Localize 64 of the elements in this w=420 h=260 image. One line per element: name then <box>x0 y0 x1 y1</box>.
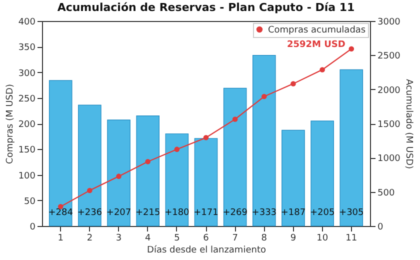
bar <box>223 88 247 226</box>
bar <box>340 69 364 226</box>
point <box>290 81 296 86</box>
y-tick-label: 350 <box>18 43 36 54</box>
x-tick-label: 5 <box>174 234 180 244</box>
y2-tick-label: 1000 <box>378 154 401 164</box>
point <box>232 116 238 122</box>
y2-tick-label: 1500 <box>378 120 401 130</box>
data-label: +187 <box>280 208 306 218</box>
x-tick-label: 11 <box>346 234 358 244</box>
bar <box>310 120 334 226</box>
bar <box>282 130 305 226</box>
data-label: +333 <box>252 208 277 218</box>
x-tick-label: 10 <box>316 234 328 244</box>
point <box>203 135 209 140</box>
bar <box>78 104 102 226</box>
x-axis-title: Días desde el lanzamiento <box>147 244 266 256</box>
y2-tick-label: 0 <box>378 222 384 232</box>
x-tick-label: 8 <box>261 234 268 244</box>
bar <box>107 120 130 226</box>
y-tick-label: 300 <box>18 68 36 79</box>
annotation: 2592M USD <box>286 40 346 50</box>
point <box>145 158 150 164</box>
x-tick-label: 4 <box>144 234 151 244</box>
data-label: +236 <box>77 208 102 218</box>
bar <box>48 80 72 226</box>
y-tick-label: 200 <box>18 120 36 130</box>
data-label: +284 <box>48 208 74 218</box>
y2-axis-title: Acumulado (M USD) <box>403 78 414 170</box>
point <box>262 94 267 100</box>
point <box>87 188 92 194</box>
y-tick-label: 400 <box>18 18 36 28</box>
point <box>348 46 354 52</box>
data-label: +205 <box>310 208 335 218</box>
y-tick-label: 50 <box>24 196 36 207</box>
x-tick-label: 7 <box>232 234 238 244</box>
data-label: +207 <box>106 208 132 218</box>
bar <box>165 133 189 226</box>
y2-tick-label: 2000 <box>378 86 401 96</box>
y-tick-label: 150 <box>18 146 36 156</box>
y-tick-label: 0 <box>30 222 36 232</box>
x-tick-label: 6 <box>203 234 210 244</box>
data-label: +305 <box>339 208 364 218</box>
bar <box>194 138 218 226</box>
point <box>320 67 325 72</box>
point <box>174 146 180 152</box>
y-tick-label: 250 <box>18 94 36 104</box>
data-label: +215 <box>135 208 160 218</box>
x-tick-label: 9 <box>290 234 296 244</box>
bar <box>252 55 276 226</box>
y2-tick-label: 500 <box>378 188 395 198</box>
y2-tick-label: 2500 <box>378 52 401 62</box>
bar <box>136 116 160 226</box>
legend-label: Compras acumuladas <box>268 26 366 36</box>
data-label: +171 <box>194 208 218 218</box>
x-tick-label: 2 <box>86 234 93 244</box>
y-axis-title: Compras (M USD) <box>5 84 16 164</box>
x-tick-label: 3 <box>116 234 122 244</box>
data-label: +269 <box>222 208 248 218</box>
y-tick-label: 100 <box>18 171 36 182</box>
x-tick-label: 1 <box>58 234 64 244</box>
chart-title: Acumulación de Reservas - Plan Caputo - Día 11 <box>57 1 355 14</box>
y2-tick-label: 3000 <box>378 18 401 28</box>
point <box>116 174 122 179</box>
